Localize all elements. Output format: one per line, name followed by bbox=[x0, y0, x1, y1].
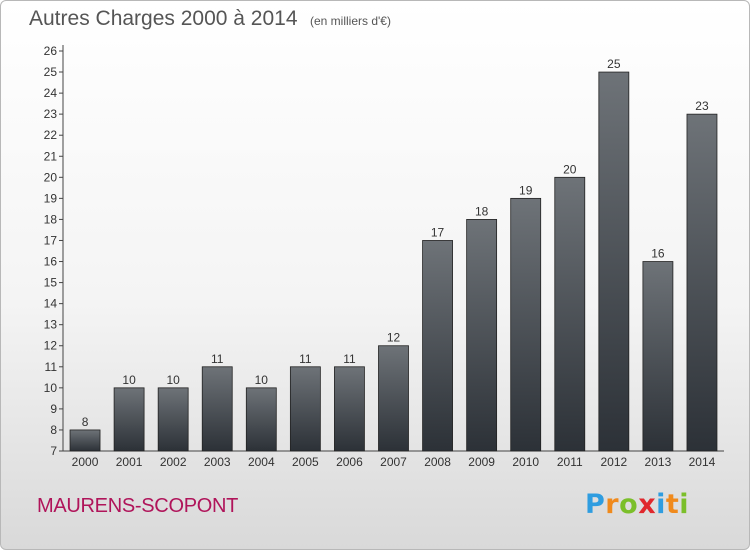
data-label: 16 bbox=[651, 247, 665, 261]
unit-note: (en milliers d'€) bbox=[309, 14, 391, 28]
y-tick-label: 21 bbox=[44, 149, 58, 163]
bar bbox=[289, 366, 321, 452]
y-tick-label: 14 bbox=[44, 297, 58, 311]
bar bbox=[686, 113, 718, 452]
data-label: 17 bbox=[431, 225, 445, 239]
x-tick-label: 2014 bbox=[689, 455, 716, 469]
bar bbox=[422, 240, 453, 452]
bar bbox=[113, 387, 145, 452]
bar bbox=[157, 387, 189, 452]
x-tick-label: 2000 bbox=[72, 455, 99, 469]
logo-letter: i bbox=[656, 489, 666, 520]
bar bbox=[69, 429, 101, 452]
y-tick-label: 12 bbox=[44, 339, 58, 353]
logo-letter: i bbox=[679, 489, 690, 520]
bar bbox=[245, 387, 277, 452]
logo-letter: o bbox=[619, 489, 639, 520]
data-label: 11 bbox=[343, 352, 356, 366]
y-tick-label: 26 bbox=[44, 44, 58, 58]
y-tick-label: 23 bbox=[44, 107, 58, 121]
y-tick-label: 15 bbox=[44, 276, 58, 290]
x-tick-label: 2002 bbox=[160, 455, 187, 469]
x-tick-label: 2011 bbox=[557, 455, 583, 469]
bar bbox=[510, 197, 542, 452]
bar bbox=[466, 219, 498, 452]
x-tick-label: 2012 bbox=[600, 455, 627, 469]
y-tick-label: 22 bbox=[44, 128, 58, 142]
logo-letter: x bbox=[638, 489, 657, 520]
chart-title-row: Autres Charges 2000 à 2014 (en milliers … bbox=[29, 7, 391, 31]
y-tick-label: 10 bbox=[44, 381, 58, 395]
data-label: 18 bbox=[475, 204, 489, 218]
x-tick-label: 2006 bbox=[336, 455, 363, 469]
y-tick-label: 16 bbox=[44, 255, 58, 269]
y-tick-label: 13 bbox=[44, 318, 58, 332]
x-tick-label: 2003 bbox=[204, 455, 231, 469]
x-tick-label: 2008 bbox=[424, 455, 451, 469]
x-tick-label: 2004 bbox=[248, 455, 275, 469]
commune-name: MAURENS-SCOPONT bbox=[37, 495, 239, 517]
x-tick-label: 2001 bbox=[116, 455, 143, 469]
y-tick-label: 9 bbox=[50, 402, 57, 416]
bar bbox=[554, 176, 586, 452]
y-tick-label: 24 bbox=[44, 86, 58, 100]
bar bbox=[201, 366, 233, 452]
data-label: 19 bbox=[519, 183, 533, 197]
logo-letter: P bbox=[585, 489, 606, 520]
y-tick-label: 25 bbox=[44, 65, 58, 79]
data-label: 10 bbox=[255, 373, 269, 387]
x-tick-label: 2007 bbox=[380, 455, 407, 469]
bar bbox=[598, 71, 630, 452]
y-tick-label: 11 bbox=[45, 360, 58, 374]
data-label: 11 bbox=[211, 352, 224, 366]
bar bbox=[334, 366, 365, 452]
data-label: 8 bbox=[82, 415, 89, 429]
data-label: 20 bbox=[563, 162, 577, 176]
y-tick-label: 8 bbox=[50, 423, 57, 437]
bar bbox=[378, 345, 409, 452]
proxiti-logo: Proxiti bbox=[585, 489, 689, 520]
x-tick-label: 2013 bbox=[645, 455, 672, 469]
x-tick-label: 2005 bbox=[292, 455, 319, 469]
data-label: 11 bbox=[299, 352, 312, 366]
x-tick-label: 2010 bbox=[512, 455, 539, 469]
y-tick-label: 18 bbox=[44, 212, 58, 226]
data-label: 12 bbox=[387, 331, 401, 345]
y-tick-label: 17 bbox=[44, 233, 58, 247]
data-label: 10 bbox=[122, 373, 136, 387]
chart-title: Autres Charges 2000 à 2014 bbox=[29, 7, 298, 30]
data-label: 25 bbox=[607, 57, 621, 71]
logo-letter: r bbox=[605, 489, 620, 520]
data-label: 10 bbox=[166, 373, 180, 387]
x-tick-label: 2009 bbox=[468, 455, 495, 469]
data-label: 23 bbox=[695, 99, 709, 113]
y-tick-label: 20 bbox=[44, 170, 58, 184]
bar bbox=[642, 261, 674, 452]
y-tick-label: 19 bbox=[44, 191, 58, 205]
logo-letter: t bbox=[665, 489, 680, 520]
y-tick-label: 7 bbox=[50, 444, 57, 458]
